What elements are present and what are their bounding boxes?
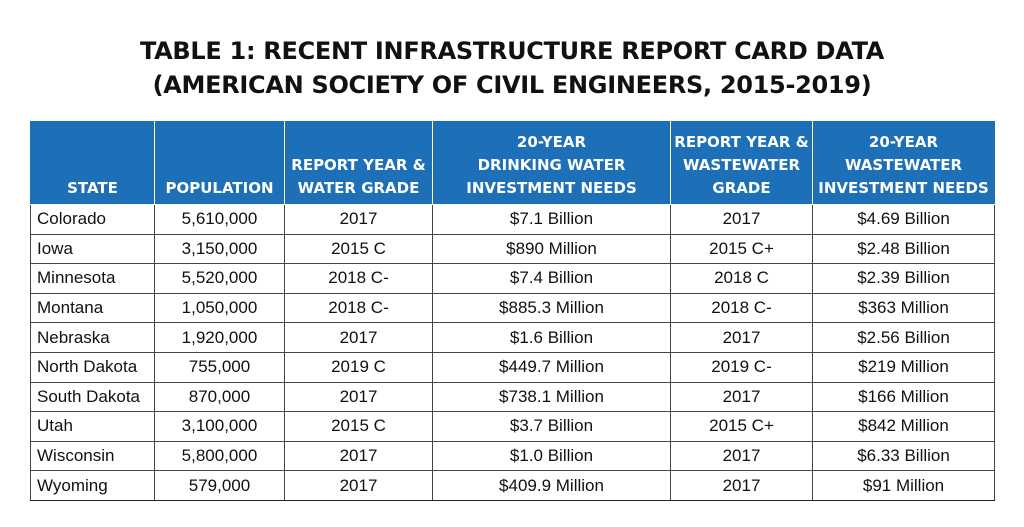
cell-wastewater-grade: 2015 C+: [670, 233, 813, 265]
cell-state: Iowa: [30, 233, 155, 265]
table-title-line-2: (AMERICAN SOCIETY OF CIVIL ENGINEERS, 20…: [152, 71, 872, 99]
header-wastewater-needs: 20-YEAR WASTEWATER INVESTMENT NEEDS: [812, 121, 995, 205]
cell-state: Nebraska: [30, 322, 155, 353]
cell-population: 3,100,000: [154, 411, 285, 442]
table-title: TABLE 1: RECENT INFRASTRUCTURE REPORT CA…: [0, 34, 1024, 102]
cell-drinking-water-needs: $7.1 Billion: [432, 204, 671, 235]
table-row: Nebraska 1,920,000 2017 $1.6 Billion 201…: [30, 322, 995, 353]
cell-water-grade: 2015 C: [284, 233, 433, 265]
cell-wastewater-grade: 2017: [670, 440, 813, 472]
cell-drinking-water-needs: $409.9 Million: [432, 470, 671, 501]
table-row: North Dakota 755,000 2019 C $449.7 Milli…: [30, 351, 995, 383]
report-card-table: STATE POPULATION REPORT YEAR & WATER GRAD…: [30, 121, 995, 501]
cell-water-grade: 2017: [284, 204, 433, 235]
cell-population: 1,050,000: [154, 292, 285, 324]
cell-population: 3,150,000: [154, 233, 285, 265]
cell-wastewater-grade: 2017: [670, 204, 813, 235]
cell-state: Wisconsin: [30, 440, 155, 472]
cell-wastewater-needs: $2.48 Billion: [812, 233, 995, 265]
cell-water-grade: 2017: [284, 322, 433, 353]
cell-wastewater-grade: 2017: [670, 470, 813, 501]
cell-wastewater-grade: 2017: [670, 381, 813, 413]
cell-water-grade: 2015 C: [284, 411, 433, 442]
table-title-line-1: TABLE 1: RECENT INFRASTRUCTURE REPORT CA…: [139, 37, 885, 65]
table-row: South Dakota 870,000 2017 $738.1 Million…: [30, 381, 995, 413]
cell-drinking-water-needs: $1.6 Billion: [432, 322, 671, 353]
cell-population: 755,000: [154, 351, 285, 383]
header-drinking-water-needs: 20-YEAR DRINKING WATER INVESTMENT NEEDS: [432, 121, 671, 205]
cell-population: 579,000: [154, 470, 285, 501]
cell-water-grade: 2017: [284, 470, 433, 501]
cell-wastewater-needs: $4.69 Billion: [812, 204, 995, 235]
cell-drinking-water-needs: $449.7 Million: [432, 351, 671, 383]
cell-drinking-water-needs: $1.0 Billion: [432, 440, 671, 472]
header-population: POPULATION: [154, 121, 285, 205]
cell-wastewater-needs: $2.39 Billion: [812, 263, 995, 294]
table-row: Colorado 5,610,000 2017 $7.1 Billion 201…: [30, 204, 995, 235]
cell-state: Minnesota: [30, 263, 155, 294]
header-state: STATE: [30, 121, 155, 205]
cell-wastewater-needs: $842 Million: [812, 411, 995, 442]
cell-state: North Dakota: [30, 351, 155, 383]
cell-drinking-water-needs: $3.7 Billion: [432, 411, 671, 442]
cell-population: 870,000: [154, 381, 285, 413]
cell-water-grade: 2018 C-: [284, 263, 433, 294]
cell-wastewater-needs: $2.56 Billion: [812, 322, 995, 353]
cell-water-grade: 2018 C-: [284, 292, 433, 324]
cell-population: 5,610,000: [154, 204, 285, 235]
cell-population: 5,800,000: [154, 440, 285, 472]
table-row: Wisconsin 5,800,000 2017 $1.0 Billion 20…: [30, 440, 995, 472]
cell-drinking-water-needs: $885.3 Million: [432, 292, 671, 324]
cell-state: Wyoming: [30, 470, 155, 501]
cell-wastewater-grade: 2015 C+: [670, 411, 813, 442]
cell-wastewater-grade: 2017: [670, 322, 813, 353]
cell-state: Colorado: [30, 204, 155, 235]
cell-state: Montana: [30, 292, 155, 324]
cell-wastewater-needs: $219 Million: [812, 351, 995, 383]
cell-water-grade: 2017: [284, 381, 433, 413]
cell-population: 1,920,000: [154, 322, 285, 353]
header-wastewater-grade: REPORT YEAR & WASTEWATER GRADE: [670, 121, 813, 205]
cell-wastewater-needs: $6.33 Billion: [812, 440, 995, 472]
cell-drinking-water-needs: $7.4 Billion: [432, 263, 671, 294]
cell-wastewater-needs: $166 Million: [812, 381, 995, 413]
cell-wastewater-needs: $91 Million: [812, 470, 995, 501]
cell-wastewater-grade: 2018 C: [670, 263, 813, 294]
cell-drinking-water-needs: $738.1 Million: [432, 381, 671, 413]
table-row: Minnesota 5,520,000 2018 C- $7.4 Billion…: [30, 263, 995, 294]
table-row: Utah 3,100,000 2015 C $3.7 Billion 2015 …: [30, 411, 995, 442]
table-row: Iowa 3,150,000 2015 C $890 Million 2015 …: [30, 233, 995, 265]
cell-drinking-water-needs: $890 Million: [432, 233, 671, 265]
cell-water-grade: 2019 C: [284, 351, 433, 383]
table-row: Wyoming 579,000 2017 $409.9 Million 2017…: [30, 470, 995, 501]
cell-wastewater-grade: 2019 C-: [670, 351, 813, 383]
cell-population: 5,520,000: [154, 263, 285, 294]
cell-state: South Dakota: [30, 381, 155, 413]
cell-wastewater-grade: 2018 C-: [670, 292, 813, 324]
cell-wastewater-needs: $363 Million: [812, 292, 995, 324]
header-row: STATE POPULATION REPORT YEAR & WATER GRAD…: [30, 121, 995, 205]
header-water-grade: REPORT YEAR & WATER GRADE: [284, 121, 433, 205]
cell-state: Utah: [30, 411, 155, 442]
cell-water-grade: 2017: [284, 440, 433, 472]
table-row: Montana 1,050,000 2018 C- $885.3 Million…: [30, 292, 995, 324]
